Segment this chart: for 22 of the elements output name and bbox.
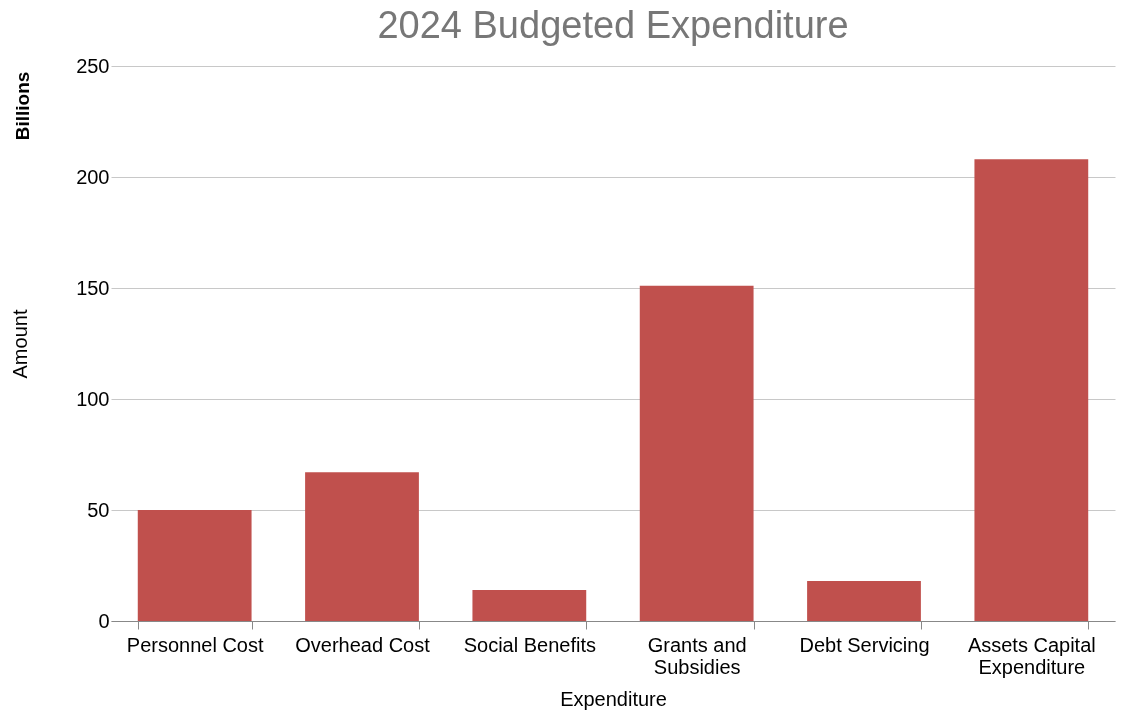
y-tick-label: 200 — [76, 165, 110, 188]
bar — [137, 510, 252, 621]
bar — [807, 581, 921, 621]
x-tick-label: Social Benefits — [463, 633, 596, 656]
x-tick-label: Grants and Subsidies — [647, 633, 747, 678]
y-tick-label: 0 — [98, 609, 110, 632]
bar — [639, 285, 754, 621]
bar — [974, 159, 1089, 621]
chart-title: 2024 Budgeted Expenditure — [377, 4, 849, 46]
x-tick-label: Debt Servicing — [799, 633, 930, 656]
y-tick-label: 250 — [76, 54, 110, 77]
y-tick-label: 50 — [87, 498, 110, 521]
y-axis-title: Amount — [9, 309, 32, 379]
bar — [472, 589, 587, 621]
x-axis-title: Expenditure — [560, 687, 667, 710]
text: Billions — [12, 71, 33, 141]
x-tick-label: Overhead Cost — [295, 633, 431, 656]
bar — [305, 472, 419, 621]
x-tick-label: Personnel Cost — [126, 633, 264, 656]
y-tick-label: 150 — [76, 276, 110, 299]
x-tick-label: Assets Capital Expenditure — [967, 633, 1096, 678]
y-tick-label: 100 — [76, 387, 110, 410]
